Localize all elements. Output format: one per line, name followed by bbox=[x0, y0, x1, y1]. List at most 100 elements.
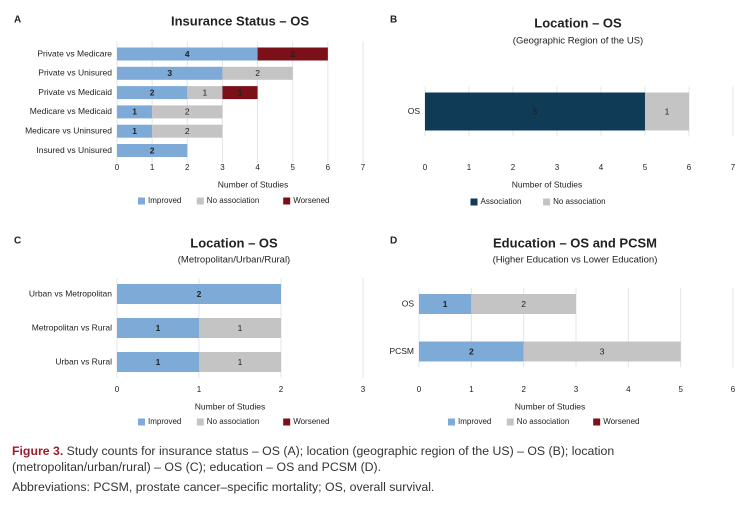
caption-body: Study counts for insurance status – OS (… bbox=[12, 444, 615, 474]
value-label: 2 bbox=[185, 126, 190, 136]
x-tick-label: 0 bbox=[423, 163, 428, 172]
x-tick-label: 2 bbox=[521, 385, 526, 394]
value-label: 1 bbox=[132, 107, 137, 117]
legend-label: Worsened bbox=[293, 196, 329, 205]
panel-letter: B bbox=[390, 15, 397, 26]
x-tick-label: 0 bbox=[417, 385, 422, 394]
legend-swatch bbox=[543, 198, 551, 206]
category-label: OS bbox=[408, 106, 421, 116]
legend-swatch bbox=[196, 418, 204, 426]
legend-label: Worsened bbox=[603, 417, 639, 426]
value-label: 1 bbox=[238, 87, 243, 97]
value-label: 5 bbox=[533, 106, 538, 116]
chart-subtitle: (Geographic Region of the US) bbox=[513, 36, 643, 47]
x-tick-label: 6 bbox=[326, 163, 331, 172]
legend-label: Improved bbox=[148, 417, 181, 426]
category-label: Urban vs Metropolitan bbox=[29, 288, 112, 298]
value-label: 2 bbox=[521, 299, 526, 309]
legend-label: No association bbox=[207, 417, 259, 426]
value-label: 1 bbox=[156, 323, 161, 333]
x-tick-label: 7 bbox=[731, 163, 736, 172]
bar-segment bbox=[187, 86, 223, 100]
caption-text: Figure 3. Study counts for insurance sta… bbox=[12, 443, 740, 475]
x-tick-label: 2 bbox=[511, 163, 516, 172]
category-label: Private vs Unisured bbox=[38, 68, 112, 78]
bar-segment bbox=[117, 86, 188, 100]
x-tick-label: 6 bbox=[731, 385, 736, 394]
charts: A Insurance Status – OS 0 1 2 3 4 5 6 7 Number of … bbox=[14, 13, 736, 426]
bar-segment bbox=[419, 341, 524, 362]
legend-label: Improved bbox=[148, 196, 181, 205]
x-tick-label: 3 bbox=[361, 385, 366, 394]
value-label: 2 bbox=[255, 68, 260, 78]
chart-title: Insurance Status – OS bbox=[171, 13, 309, 28]
bar-segment bbox=[117, 66, 223, 80]
category-label: Private vs Medicaid bbox=[38, 87, 112, 97]
chart-subtitle: (Metropolitan/Urban/Rural) bbox=[178, 255, 290, 266]
chart-title: Education – OS and PCSM bbox=[493, 235, 657, 250]
bar-segment bbox=[117, 105, 153, 119]
value-label: 4 bbox=[185, 49, 190, 59]
value-label: 1 bbox=[132, 126, 137, 136]
bar-segment bbox=[117, 352, 199, 372]
x-tick-label: 5 bbox=[678, 385, 683, 394]
panel-letter: C bbox=[14, 236, 21, 247]
bar-segment bbox=[152, 105, 223, 119]
x-tick-label: 4 bbox=[255, 163, 260, 172]
chart-subtitle: (Higher Education vs Lower Education) bbox=[493, 255, 658, 266]
value-label: 2 bbox=[150, 145, 155, 155]
x-axis-label: Number of Studies bbox=[218, 179, 288, 189]
legend-swatch bbox=[448, 418, 455, 426]
bar-segment bbox=[257, 47, 328, 61]
legend-label: Improved bbox=[458, 417, 491, 426]
legend-swatch bbox=[283, 197, 291, 205]
legend-label: No association bbox=[207, 196, 259, 205]
value-label: 2 bbox=[197, 289, 202, 299]
legend-label: No association bbox=[553, 197, 605, 206]
value-label: 3 bbox=[600, 346, 605, 356]
x-tick-label: 4 bbox=[599, 163, 604, 172]
legend-label: Association bbox=[481, 197, 522, 206]
value-label: 1 bbox=[238, 323, 243, 333]
legend-swatch bbox=[138, 418, 145, 426]
legend-swatch bbox=[506, 418, 514, 426]
x-tick-label: 0 bbox=[115, 385, 120, 394]
abbreviations: Abbreviations: PCSM, prostate cancer–spe… bbox=[12, 480, 435, 494]
value-label: 2 bbox=[469, 346, 474, 356]
x-tick-label: 2 bbox=[185, 163, 190, 172]
legend-swatch bbox=[470, 198, 478, 206]
bar-segment bbox=[117, 318, 199, 338]
category-label: Medicare vs Uninsured bbox=[25, 125, 112, 135]
bar-segment bbox=[523, 341, 681, 362]
caption: Figure 3. Study counts for insurance sta… bbox=[12, 443, 740, 499]
x-tick-label: 3 bbox=[574, 385, 579, 394]
caption-label: Figure 3. bbox=[12, 444, 64, 458]
bar-segment bbox=[645, 92, 689, 131]
category-label: OS bbox=[402, 298, 415, 308]
x-tick-label: 1 bbox=[150, 163, 155, 172]
legend-swatch bbox=[138, 197, 145, 205]
x-tick-label: 5 bbox=[643, 163, 648, 172]
x-tick-label: 1 bbox=[197, 385, 202, 394]
value-label: 2 bbox=[185, 107, 190, 117]
legend-swatch bbox=[283, 418, 291, 426]
bar-segment bbox=[222, 86, 258, 100]
x-tick-label: 4 bbox=[626, 385, 631, 394]
category-label: Insured vs Unisured bbox=[36, 145, 112, 155]
category-label: PCSM bbox=[389, 346, 414, 356]
value-label: 1 bbox=[156, 357, 161, 367]
x-axis-label: Number of Studies bbox=[512, 179, 582, 189]
x-tick-label: 7 bbox=[361, 163, 366, 172]
x-tick-label: 1 bbox=[469, 385, 474, 394]
x-axis-label: Number of Studies bbox=[195, 401, 265, 411]
value-label: 1 bbox=[202, 87, 207, 97]
bar-segment bbox=[419, 294, 472, 314]
bar-segment bbox=[152, 124, 223, 138]
bar-segment bbox=[117, 144, 188, 157]
bar-segment bbox=[117, 124, 153, 138]
x-tick-label: 6 bbox=[687, 163, 692, 172]
bar-segment bbox=[425, 92, 645, 131]
value-label: 2 bbox=[150, 87, 155, 97]
x-tick-label: 5 bbox=[290, 163, 295, 172]
